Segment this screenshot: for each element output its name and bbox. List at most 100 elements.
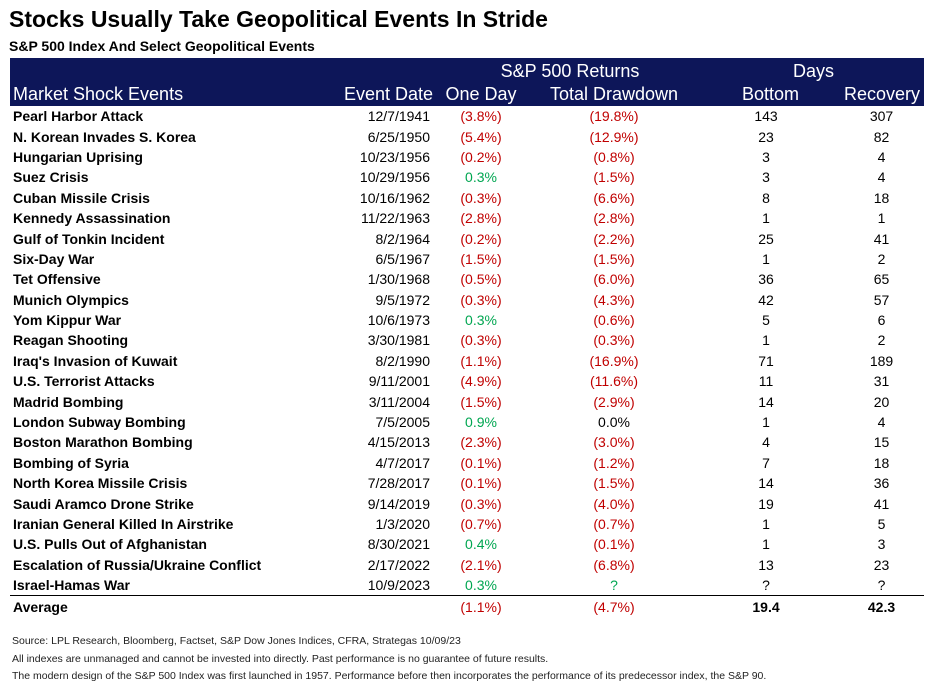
total-drawdown: (2.8%): [593, 210, 635, 227]
one-day-return: (0.3%): [460, 495, 502, 512]
event-name: Iraq's Invasion of Kuwait: [13, 352, 178, 369]
table-row: Bombing of Syria 4/7/2017 (0.1%) (1.2%) 7 18: [10, 453, 924, 473]
average-date-blank: [310, 595, 437, 619]
days-to-recovery: 2: [877, 332, 886, 349]
days-to-bottom: 14: [758, 475, 774, 492]
table-row: Reagan Shooting 3/30/1981 (0.3%) (0.3%) 1 2: [10, 330, 924, 350]
header-group-returns: S&P 500 Returns: [500, 61, 640, 81]
table-row: Iraq's Invasion of Kuwait 8/2/1990 (1.1%) (…: [10, 351, 924, 371]
table-row: N. Korean Invades S. Korea 6/25/1950 (5.4%…: [10, 126, 924, 146]
table-row: Israel-Hamas War 10/9/2023 0.3%???: [10, 575, 924, 596]
total-drawdown: (4.3%): [593, 291, 635, 308]
event-date: 9/5/1972: [375, 291, 431, 308]
days-to-bottom: 1: [762, 414, 770, 431]
event-date: 8/2/1964: [375, 230, 431, 247]
days-to-bottom: ?: [762, 577, 770, 594]
days-to-bottom: 42: [758, 291, 774, 308]
days-to-bottom: 36: [758, 271, 774, 288]
days-to-bottom: 1: [762, 250, 770, 267]
one-day-return: (1.1%): [460, 352, 502, 369]
event-date: 9/11/2001: [368, 373, 430, 390]
one-day-return: (0.1%): [460, 454, 502, 471]
event-date: 4/15/2013: [367, 434, 430, 451]
index-history-note: The modern design of the S&P 500 Index w…: [12, 670, 767, 682]
total-drawdown: (6.6%): [593, 189, 635, 206]
event-name: Gulf of Tonkin Incident: [13, 230, 165, 247]
event-date: 6/5/1967: [375, 250, 431, 267]
total-drawdown: (4.0%): [593, 495, 635, 512]
average-label: Average: [10, 595, 310, 619]
one-day-return: (0.5%): [460, 271, 502, 288]
table-row: Kennedy Assassination 11/22/1963 (2.8%) (2.…: [10, 208, 924, 228]
event-name: Yom Kippur War: [13, 312, 122, 329]
days-to-recovery: 18: [873, 189, 890, 206]
table-row: Suez Crisis 10/29/1956 0.3% (1.5%) 3 4: [10, 167, 924, 187]
one-day-return: (0.1%): [460, 475, 502, 492]
one-day-return: (5.4%): [460, 128, 502, 145]
table-row: Tet Offensive 1/30/1968 (0.5%) (6.0%) 36 65: [10, 269, 924, 289]
header-event: Market Shock Events: [13, 83, 184, 104]
days-to-recovery: 23: [873, 556, 890, 573]
one-day-return: (2.8%): [460, 210, 502, 227]
total-drawdown: (0.1%): [593, 536, 635, 553]
event-date: 10/29/1956: [359, 169, 430, 186]
page-title: Stocks Usually Take Geopolitical Events …: [9, 6, 548, 32]
table-footer: Average (1.1%) (4.7%) 19.4 42.3: [10, 595, 925, 619]
days-to-bottom: 8: [762, 189, 770, 206]
average-one-day: (1.1%): [437, 595, 525, 619]
total-drawdown: (1.5%): [593, 475, 635, 492]
event-name: Iranian General Killed In Airstrike: [13, 516, 234, 532]
event-date: 4/7/2017: [375, 454, 431, 471]
events-table: S&P 500 Returns Days Market Shock Events…: [10, 58, 925, 619]
event-date: 3/30/1981: [367, 332, 430, 349]
total-drawdown: ?: [610, 577, 618, 594]
table-row: Six-Day War 6/5/1967 (1.5%) (1.5%) 1 2: [10, 249, 924, 269]
table-row: Iranian General Killed In Airstrike 1/3/2…: [10, 514, 924, 534]
days-to-recovery: 3: [877, 536, 886, 553]
one-day-return: (0.7%): [460, 516, 502, 532]
event-name: Tet Offensive: [13, 271, 101, 288]
event-date: 10/9/2023: [367, 577, 430, 594]
days-to-bottom: 1: [762, 210, 770, 227]
header-group-row: S&P 500 Returns Days: [10, 58, 925, 82]
one-day-return: (1.5%): [460, 250, 502, 267]
header-bottom: Bottom: [741, 83, 800, 104]
page-subtitle: S&P 500 Index And Select Geopolitical Ev…: [9, 38, 315, 54]
event-date: 1/30/1968: [367, 271, 430, 288]
header-spacer: [310, 58, 437, 82]
one-day-return: 0.9%: [465, 414, 497, 431]
total-drawdown: (1.2%): [593, 454, 635, 471]
header-spacer: [10, 58, 310, 82]
days-to-bottom: 1: [762, 536, 770, 553]
event-name: Reagan Shooting: [13, 332, 129, 349]
total-drawdown: 0.0%: [598, 414, 630, 431]
event-date: 2/17/2022: [367, 556, 430, 573]
event-date: 1/3/2020: [375, 516, 431, 532]
event-name: Israel-Hamas War: [13, 577, 130, 594]
days-to-recovery: 57: [873, 291, 890, 308]
header-date: Event Date: [343, 83, 433, 104]
event-name: London Subway Bombing: [13, 414, 186, 431]
total-drawdown: (0.7%): [593, 516, 635, 532]
days-to-recovery: 36: [873, 475, 890, 492]
event-date: 11/22/1963: [360, 210, 430, 227]
total-drawdown: (0.8%): [593, 148, 635, 165]
days-to-recovery: ?: [877, 577, 886, 594]
table-body: Pearl Harbor Attack 12/7/1941 (3.8%) (19.8%…: [10, 106, 924, 596]
days-to-recovery: 1: [877, 210, 886, 227]
one-day-return: 0.3%: [465, 312, 497, 329]
one-day-return: (2.1%): [460, 556, 502, 573]
days-to-recovery: 31: [873, 373, 890, 390]
event-name: Boston Marathon Bombing: [13, 434, 193, 451]
event-name: Six-Day War: [13, 250, 95, 267]
days-to-recovery: 41: [873, 495, 890, 512]
total-drawdown: (1.5%): [593, 250, 635, 267]
one-day-return: 0.4%: [465, 536, 497, 553]
total-drawdown: (6.8%): [593, 556, 635, 573]
total-drawdown: (11.6%): [590, 373, 638, 390]
event-name: North Korea Missile Crisis: [13, 475, 188, 492]
days-to-recovery: 189: [869, 352, 894, 369]
source-note: Source: LPL Research, Bloomberg, Factset…: [12, 635, 461, 647]
event-date: 8/30/2021: [367, 536, 430, 553]
days-to-recovery: 20: [873, 393, 890, 410]
